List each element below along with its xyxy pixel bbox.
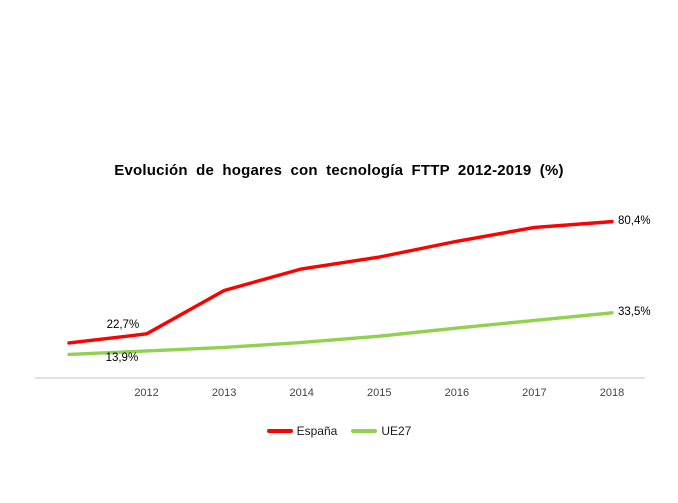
point-label-españa: 22,7% — [106, 318, 140, 331]
legend-item-espana: España — [266, 424, 338, 438]
legend-label-espana: España — [296, 424, 338, 438]
x-tick-label-2016: 2016 — [444, 387, 470, 399]
point-label-ue27: 13,9% — [105, 351, 139, 364]
x-tick-label-2014: 2014 — [289, 387, 314, 399]
chart-title: Evolución de hogares con tecnología FTTP… — [114, 162, 564, 179]
series-line-ue27 — [67, 311, 614, 357]
point-label-ue27: 33,5% — [617, 305, 651, 318]
point-label-españa: 80,4% — [617, 214, 651, 227]
series-line-españa — [67, 219, 614, 345]
legend-label-ue27: UE27 — [381, 424, 412, 438]
x-tick-label-2013: 2013 — [211, 387, 237, 399]
ue27-line-swatch — [351, 429, 378, 433]
legend: España UE27 — [0, 424, 678, 438]
x-tick-label-2017: 2017 — [522, 387, 547, 399]
x-tick-label-2018: 2018 — [599, 387, 625, 399]
legend-item-ue27: UE27 — [351, 424, 411, 438]
x-tick-label-2015: 2015 — [367, 387, 392, 399]
espana-line-swatch — [266, 429, 293, 433]
x-tick-label-2012: 2012 — [134, 387, 159, 399]
